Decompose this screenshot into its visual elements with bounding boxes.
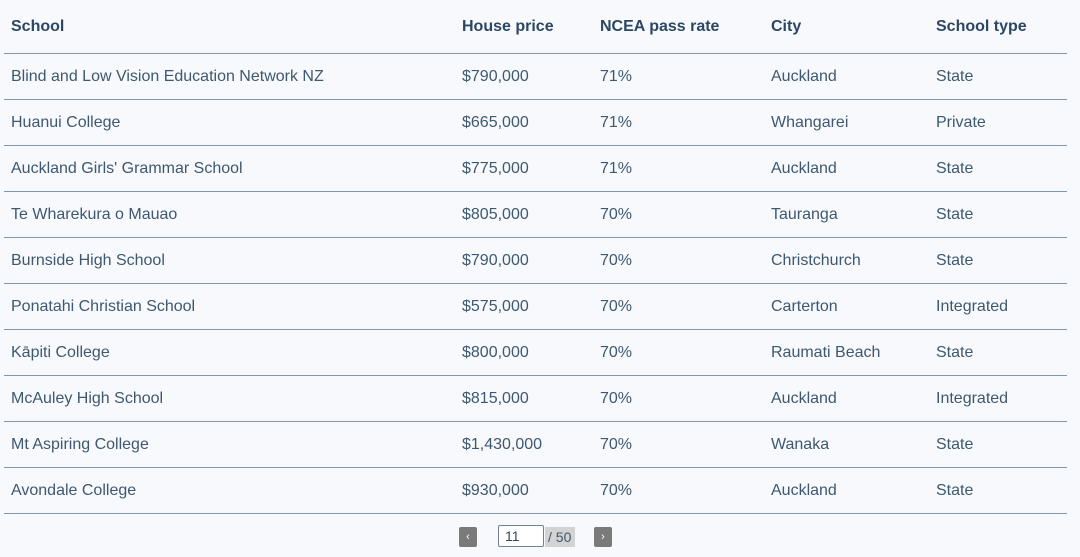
house-price-cell: $930,000 xyxy=(455,467,593,514)
city-cell: Auckland xyxy=(764,53,929,100)
ncea-pass-rate-cell: 71% xyxy=(593,145,764,192)
ncea-pass-rate-cell: 70% xyxy=(593,191,764,238)
city-cell: Auckland xyxy=(764,375,929,422)
city-cell: Whangarei xyxy=(764,99,929,146)
ncea-pass-rate-cell: 70% xyxy=(593,421,764,468)
ncea-pass-rate-cell: 70% xyxy=(593,467,764,514)
schools-table-container: School House price NCEA pass rate City S… xyxy=(4,0,1067,514)
school-type-cell: State xyxy=(929,467,1067,514)
chevron-left-icon: ‹ xyxy=(466,531,470,543)
school-cell: Huanui College xyxy=(4,99,455,146)
house-price-cell: $1,430,000 xyxy=(455,421,593,468)
city-cell: Wanaka xyxy=(764,421,929,468)
school-cell: Mt Aspiring College xyxy=(4,421,455,468)
school-cell: Ponatahi Christian School xyxy=(4,283,455,330)
column-header-city[interactable]: City xyxy=(764,0,929,54)
prev-page-button[interactable]: ‹ xyxy=(459,527,477,547)
table-row: Te Wharekura o Mauao $805,000 70% Tauranga S… xyxy=(4,191,1067,238)
city-cell: Tauranga xyxy=(764,191,929,238)
chevron-right-icon: › xyxy=(601,531,605,543)
table-header-row: School House price NCEA pass rate City S… xyxy=(4,0,1067,54)
house-price-cell: $805,000 xyxy=(455,191,593,238)
table-row: Burnside High School $790,000 70% Christchu… xyxy=(4,237,1067,284)
house-price-cell: $665,000 xyxy=(455,99,593,146)
city-cell: Auckland xyxy=(764,467,929,514)
school-cell: Te Wharekura o Mauao xyxy=(4,191,455,238)
house-price-cell: $775,000 xyxy=(455,145,593,192)
city-cell: Auckland xyxy=(764,145,929,192)
school-cell: Auckland Girls' Grammar School xyxy=(4,145,455,192)
table-row: Kāpiti College $800,000 70% Raumati Beach St… xyxy=(4,329,1067,376)
column-header-school-type[interactable]: School type xyxy=(929,0,1067,54)
table-row: Huanui College $665,000 71% Whangarei Privat… xyxy=(4,99,1067,146)
school-type-cell: State xyxy=(929,329,1067,376)
table-row: Avondale College $930,000 70% Auckland State xyxy=(4,467,1067,514)
city-cell: Christchurch xyxy=(764,237,929,284)
next-page-button[interactable]: › xyxy=(594,527,612,547)
school-cell: McAuley High School xyxy=(4,375,455,422)
school-cell: Kāpiti College xyxy=(4,329,455,376)
ncea-pass-rate-cell: 71% xyxy=(593,53,764,100)
school-type-cell: State xyxy=(929,145,1067,192)
school-type-cell: State xyxy=(929,191,1067,238)
column-header-house-price[interactable]: House price xyxy=(455,0,593,54)
table-body: Blind and Low Vision Education Network N… xyxy=(4,53,1067,514)
house-price-cell: $800,000 xyxy=(455,329,593,376)
school-type-cell: Private xyxy=(929,99,1067,146)
school-cell: Blind and Low Vision Education Network N… xyxy=(4,53,455,100)
ncea-pass-rate-cell: 70% xyxy=(593,283,764,330)
column-header-school[interactable]: School xyxy=(4,0,455,54)
house-price-cell: $815,000 xyxy=(455,375,593,422)
table-row: Blind and Low Vision Education Network N… xyxy=(4,53,1067,100)
ncea-pass-rate-cell: 71% xyxy=(593,99,764,146)
house-price-cell: $790,000 xyxy=(455,53,593,100)
page-number-input[interactable] xyxy=(498,525,544,547)
school-type-cell: State xyxy=(929,237,1067,284)
table-row: Auckland Girls' Grammar School $775,000 71… xyxy=(4,145,1067,192)
school-type-cell: Integrated xyxy=(929,375,1067,422)
school-type-cell: Integrated xyxy=(929,283,1067,330)
table-row: Ponatahi Christian School $575,000 70% Cart… xyxy=(4,283,1067,330)
city-cell: Carterton xyxy=(764,283,929,330)
column-header-ncea-pass-rate[interactable]: NCEA pass rate xyxy=(593,0,764,54)
school-type-cell: State xyxy=(929,421,1067,468)
page-total-label: / 50 xyxy=(545,527,576,547)
ncea-pass-rate-cell: 70% xyxy=(593,237,764,284)
school-cell: Burnside High School xyxy=(4,237,455,284)
city-cell: Raumati Beach xyxy=(764,329,929,376)
ncea-pass-rate-cell: 70% xyxy=(593,329,764,376)
ncea-pass-rate-cell: 70% xyxy=(593,375,764,422)
house-price-cell: $790,000 xyxy=(455,237,593,284)
pagination: ‹ / 50 › xyxy=(0,525,1080,551)
table-row: Mt Aspiring College $1,430,000 70% Wanaka St… xyxy=(4,421,1067,468)
school-cell: Avondale College xyxy=(4,467,455,514)
school-type-cell: State xyxy=(929,53,1067,100)
schools-table: School House price NCEA pass rate City S… xyxy=(4,0,1067,514)
house-price-cell: $575,000 xyxy=(455,283,593,330)
table-row: McAuley High School $815,000 70% Auckland In… xyxy=(4,375,1067,422)
